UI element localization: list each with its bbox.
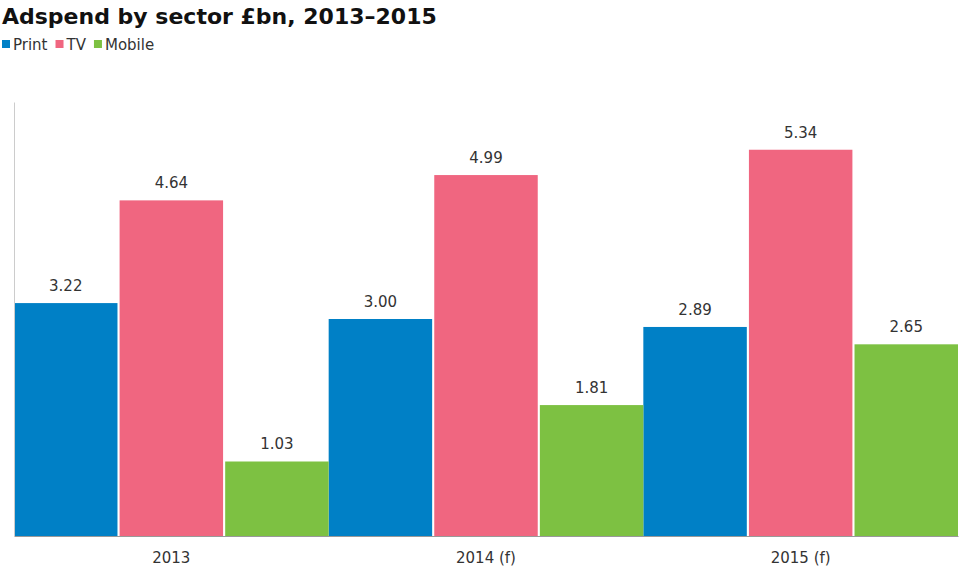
legend-label: Print: [13, 36, 48, 54]
bar: [225, 461, 328, 536]
data-labels: 3.22 3.00 2.89 4.64 4.99 5.34 1.03 1.81 2.65: [49, 124, 923, 454]
bar: [855, 344, 958, 536]
legend-swatch: [94, 40, 102, 48]
axis-line: [14, 103, 15, 537]
tick: 2014 (f): [456, 536, 516, 567]
bar: [120, 200, 223, 536]
bar: [14, 303, 117, 536]
bar: [749, 150, 852, 536]
tick: 2015 (f): [771, 536, 831, 567]
legend-label: Mobile: [105, 36, 154, 54]
bars: [14, 150, 958, 536]
data-label: 5.34: [784, 124, 817, 142]
data-label: 1.81: [575, 379, 608, 397]
data-label: 3.00: [364, 293, 397, 311]
data-label: 1.03: [260, 435, 293, 453]
data-label: 2.65: [890, 318, 923, 336]
data-label: 4.99: [469, 149, 502, 167]
legend-label: TV: [66, 36, 87, 54]
data-label: 3.22: [49, 277, 82, 295]
bar: [329, 319, 432, 536]
axis-line: [15, 536, 959, 537]
y-axis: [14, 103, 15, 537]
tick-label: 2015 (f): [771, 549, 831, 567]
tick-label: 2014 (f): [456, 549, 516, 567]
tick: 2013: [152, 536, 190, 567]
chart: Adspend by sector £bn, 2013–2015 Print TV M…: [0, 0, 969, 581]
legend-swatch: [56, 40, 64, 48]
title: Adspend by sector £bn, 2013–2015: [2, 4, 437, 29]
data-label: 4.64: [155, 174, 188, 192]
tick-label: 2013: [152, 549, 190, 567]
bar: [540, 405, 643, 536]
legend: Print TV Mobile: [2, 36, 154, 54]
x-axis: 2013 2014 (f) 2015 (f): [15, 536, 959, 567]
data-label: 2.89: [678, 301, 711, 319]
legend-swatch: [2, 40, 10, 48]
bar: [434, 175, 537, 536]
bar: [643, 327, 746, 536]
